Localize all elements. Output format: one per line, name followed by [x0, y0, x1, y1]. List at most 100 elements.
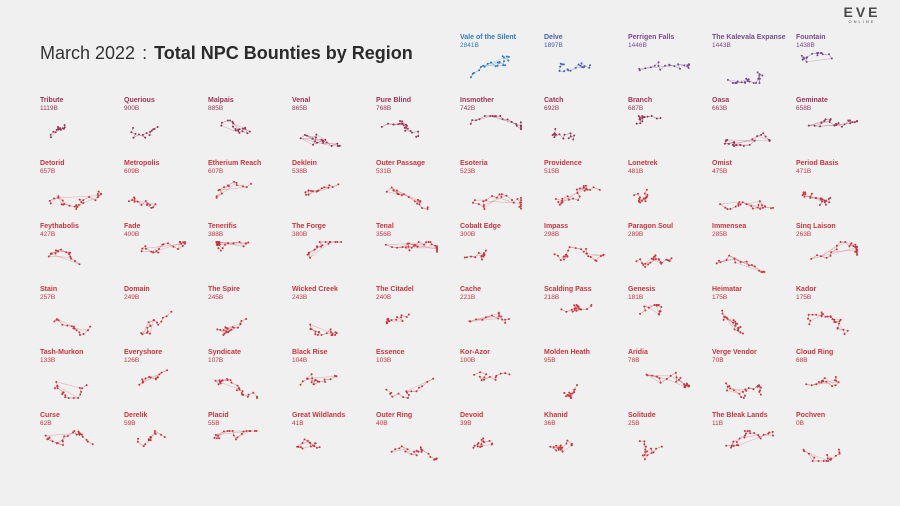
region-placid: Placid 55B — [208, 411, 290, 469]
region-venal: Venal 865B — [292, 96, 374, 154]
region-name: Malpais — [208, 97, 234, 104]
region-name: Geminate — [796, 97, 828, 104]
region-molden-heath: Molden Heath 95B — [544, 348, 626, 406]
region-map — [635, 254, 673, 268]
region-name: Providence — [544, 160, 582, 167]
region-perrigen-falls: Perrigen Falls 1446B — [628, 33, 710, 91]
region-map — [48, 190, 102, 210]
region-name: Sinq Laison — [796, 223, 836, 230]
region-name: Catch — [544, 97, 564, 104]
region-syndicate: Syndicate 107B — [208, 348, 290, 406]
region-stain: Stain 257B — [40, 285, 122, 343]
region-name: Aridia — [628, 349, 648, 356]
region-map — [472, 437, 494, 449]
region-name: Cobalt Edge — [460, 223, 501, 230]
region-map — [385, 313, 410, 325]
region-map — [47, 248, 81, 266]
region-outer-passage: Outer Passage 531B — [376, 159, 458, 217]
region-map — [551, 128, 576, 141]
region-map — [800, 52, 833, 63]
region-genesis: Genesis 181B — [628, 285, 710, 343]
region-malpais: Malpais 885B — [208, 96, 290, 154]
region-omist: Omist 475B — [712, 159, 794, 217]
region-bounty-value: 298B — [544, 231, 560, 238]
region-name: Metropolis — [124, 160, 160, 167]
region-name: Lonetrek — [628, 160, 658, 167]
region-insmother: Insmother 742B — [460, 96, 542, 154]
region-name: Esoteria — [460, 160, 488, 167]
region-map — [725, 382, 762, 399]
region-bounty-value: 742B — [460, 105, 476, 112]
region-bounty-value: 523B — [460, 168, 476, 175]
region-name: Branch — [628, 97, 653, 104]
region-name: The Kalevala Expanse — [712, 34, 786, 41]
region-map — [130, 126, 159, 139]
region-map — [801, 191, 832, 206]
region-name: The Spire — [208, 286, 240, 293]
region-cobalt-edge: Cobalt Edge 300B — [460, 222, 542, 280]
region-name: Insmother — [460, 97, 494, 104]
region-cloud-ring: Cloud Ring 68B — [796, 348, 878, 406]
region-name: Great Wildlands — [292, 412, 346, 419]
region-the-forge: The Forge 380B — [292, 222, 374, 280]
region-bounty-value: 175B — [796, 294, 812, 301]
region-name: Devoid — [460, 412, 484, 419]
region-map — [390, 445, 438, 461]
region-map — [810, 241, 858, 260]
region-map — [215, 180, 252, 199]
region-map — [633, 188, 649, 204]
region-name: Pochven — [796, 412, 826, 419]
region-bounty-value: 692B — [544, 105, 560, 112]
region-name: Omist — [712, 160, 732, 167]
region-map — [296, 438, 321, 450]
region-name: Stain — [40, 286, 58, 293]
region-name: The Bleak Lands — [712, 412, 768, 419]
region-bounty-value: 687B — [628, 105, 644, 112]
region-map — [214, 378, 258, 399]
region-solitude: Solitude 25B — [628, 411, 710, 469]
region-paragon-soul: Paragon Soul 289B — [628, 222, 710, 280]
region-name: The Forge — [292, 223, 326, 230]
region-bounty-value: 240B — [376, 294, 392, 301]
region-map — [385, 186, 429, 210]
region-name: Curse — [40, 412, 60, 419]
region-name: Cache — [460, 286, 482, 293]
region-name: Tenal — [376, 223, 394, 230]
region-tash-murkon: Tash-Murkon 133B — [40, 348, 122, 406]
region-bounty-value: 41B — [292, 420, 304, 427]
region-name: Derelik — [124, 412, 148, 419]
region-tenal: Tenal 356B — [376, 222, 458, 280]
region-name: Kor-Azor — [460, 349, 490, 356]
region-bounty-value: 55B — [208, 420, 220, 427]
region-bounty-value: 25B — [628, 420, 640, 427]
region-etherium-reach: Etherium Reach 607B — [208, 159, 290, 217]
title-main: Total NPC Bounties by Region — [154, 43, 413, 63]
region-khanid: Khanid 36B — [544, 411, 626, 469]
region-bounty-value: 663B — [712, 105, 728, 112]
region-immensea: Immensea 285B — [712, 222, 794, 280]
region-bounty-value: 531B — [376, 168, 392, 175]
region-feythabolis: Feythabolis 427B — [40, 222, 122, 280]
region-name: Everyshore — [124, 349, 163, 356]
region-bounty-value: 126B — [124, 357, 140, 364]
region-bounty-value: 221B — [460, 294, 476, 301]
region-bounty-value: 285B — [712, 231, 728, 238]
region-bounty-value: 68B — [796, 357, 808, 364]
region-aridia: Aridia 78B — [628, 348, 710, 406]
region-name: Detorid — [40, 160, 65, 167]
region-the-kalevala-expanse: The Kalevala Expanse 1443B — [712, 33, 794, 91]
region-tribute: Tribute 1119B — [40, 96, 122, 154]
title-separator: : — [142, 43, 148, 63]
region-catch: Catch 692B — [544, 96, 626, 154]
region-scalding-pass: Scalding Pass 218B — [544, 285, 626, 343]
region-bounty-value: 865B — [292, 105, 308, 112]
region-bounty-value: 768B — [376, 105, 392, 112]
region-map — [463, 249, 487, 261]
region-name: Tenerifis — [208, 223, 237, 230]
region-black-rise: Black Rise 104B — [292, 348, 374, 406]
region-kor-azor: Kor-Azor 100B — [460, 348, 542, 406]
region-name: Tribute — [40, 97, 64, 104]
region-map — [53, 380, 88, 399]
region-delve: Delve 1897B — [544, 33, 626, 91]
region-bounty-value: 104B — [292, 357, 308, 364]
